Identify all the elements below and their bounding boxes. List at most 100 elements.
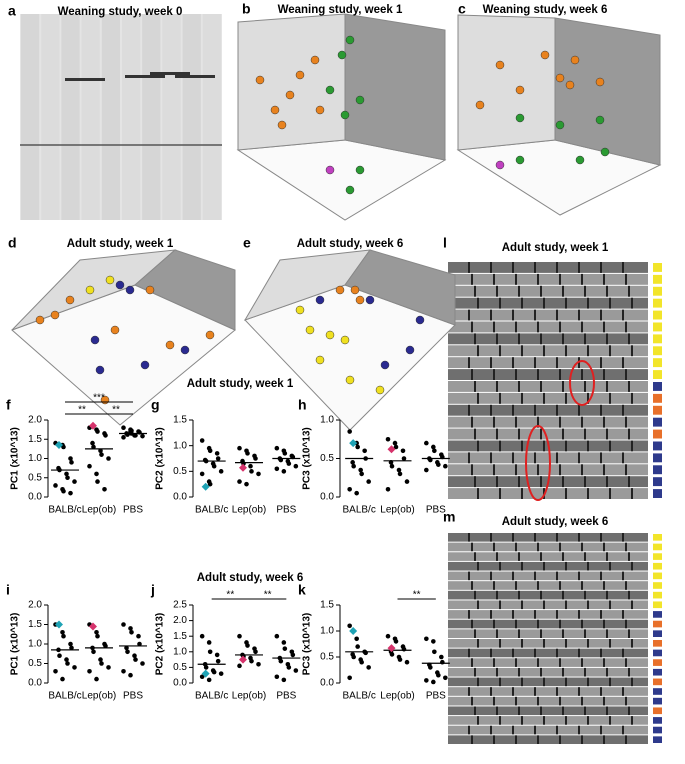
x-tick-label: BALB/c — [195, 691, 228, 702]
gel-band — [515, 416, 517, 428]
gel-row — [448, 561, 648, 571]
gel-band — [581, 696, 583, 706]
y-tick-label: 0.0 — [320, 492, 334, 503]
sphere — [115, 280, 125, 290]
gel-band — [512, 610, 514, 619]
gel-band — [578, 452, 580, 464]
gel-band — [534, 533, 536, 542]
gel-row — [448, 345, 648, 357]
gel-band — [521, 392, 523, 404]
gel-band — [521, 716, 523, 725]
data-point — [207, 448, 213, 454]
data-point — [397, 471, 403, 477]
gel-row — [448, 610, 648, 619]
gel-band — [606, 476, 608, 488]
y-tick-label: 0.5 — [28, 658, 42, 669]
sphere — [95, 365, 105, 375]
gel-band — [556, 687, 558, 696]
x-tick-label: Lep(ob) — [232, 505, 266, 516]
highlight-point — [89, 622, 97, 631]
data-point — [249, 469, 254, 474]
data-point — [99, 452, 104, 457]
sphere — [555, 120, 565, 130]
group-strip — [653, 601, 662, 609]
gel-row — [448, 297, 648, 309]
data-point — [439, 654, 444, 660]
gel-band — [622, 687, 624, 696]
gel-row — [448, 725, 648, 735]
gel-band — [496, 381, 498, 392]
data-point — [128, 672, 133, 678]
gel-band — [521, 488, 523, 499]
data-point — [385, 436, 391, 442]
gel-band — [493, 696, 495, 706]
gel-band — [600, 571, 602, 581]
data-point — [121, 669, 126, 674]
sphere — [355, 165, 365, 175]
plot-wall — [457, 14, 556, 151]
gel-band — [496, 706, 498, 716]
x-tick-label: Lep(ob) — [380, 505, 414, 516]
gel-band — [540, 381, 542, 392]
data-point — [281, 677, 287, 683]
x-tick-label: PBS — [426, 691, 446, 702]
group-strip — [653, 620, 662, 628]
gel-band — [499, 488, 501, 499]
highlight-point — [387, 445, 396, 454]
gel-band — [534, 309, 536, 321]
data-point — [65, 475, 70, 481]
gel-row — [448, 706, 648, 716]
data-point — [293, 463, 299, 469]
x-tick-label: BALB/c — [342, 505, 375, 516]
plot-wall — [344, 13, 446, 161]
gel-band — [584, 333, 586, 345]
panel-label: j — [150, 582, 155, 598]
gel-band — [556, 452, 558, 464]
gel-band — [631, 600, 633, 610]
gel-band — [471, 658, 473, 667]
group-strip — [653, 668, 662, 676]
gel-band — [499, 677, 501, 687]
gel-band — [578, 404, 580, 416]
gel-band — [628, 552, 630, 561]
gel-band — [584, 476, 586, 488]
gel-band — [518, 476, 520, 488]
data-point — [436, 672, 441, 678]
gel-band — [565, 600, 567, 610]
gel-band — [490, 452, 492, 464]
y-axis-label: PC1 (x10^13) — [10, 427, 21, 490]
gel-band — [606, 590, 608, 600]
group-strip — [653, 688, 662, 695]
x-tick-label: Lep(ob) — [82, 505, 116, 516]
data-point — [61, 633, 66, 639]
gel-band — [559, 464, 561, 476]
gel-band — [625, 273, 627, 285]
gel-band — [490, 648, 492, 658]
group-strip — [653, 553, 662, 560]
gel-band — [499, 716, 501, 725]
group-strip — [653, 465, 662, 475]
sphere — [555, 73, 565, 83]
data-point — [237, 663, 242, 669]
group-strip — [653, 640, 662, 647]
gel-band — [622, 571, 624, 581]
gel-band — [496, 333, 498, 345]
gel-band — [562, 667, 564, 677]
gel-band — [471, 542, 473, 552]
gel-band — [631, 561, 633, 571]
data-point — [215, 658, 221, 664]
sphere — [345, 375, 355, 385]
data-point — [133, 657, 138, 662]
gel-band — [581, 273, 583, 285]
gel-band — [515, 369, 517, 380]
gel-band — [581, 416, 583, 428]
gel-band — [543, 392, 545, 404]
highlight-oval — [525, 425, 551, 501]
data-point — [98, 448, 103, 454]
gel-band — [515, 735, 517, 744]
gel-band — [543, 639, 545, 648]
data-point — [253, 649, 258, 655]
gel-row — [448, 552, 648, 561]
y-tick-label: 1.5 — [173, 631, 187, 642]
sphere — [475, 100, 485, 110]
